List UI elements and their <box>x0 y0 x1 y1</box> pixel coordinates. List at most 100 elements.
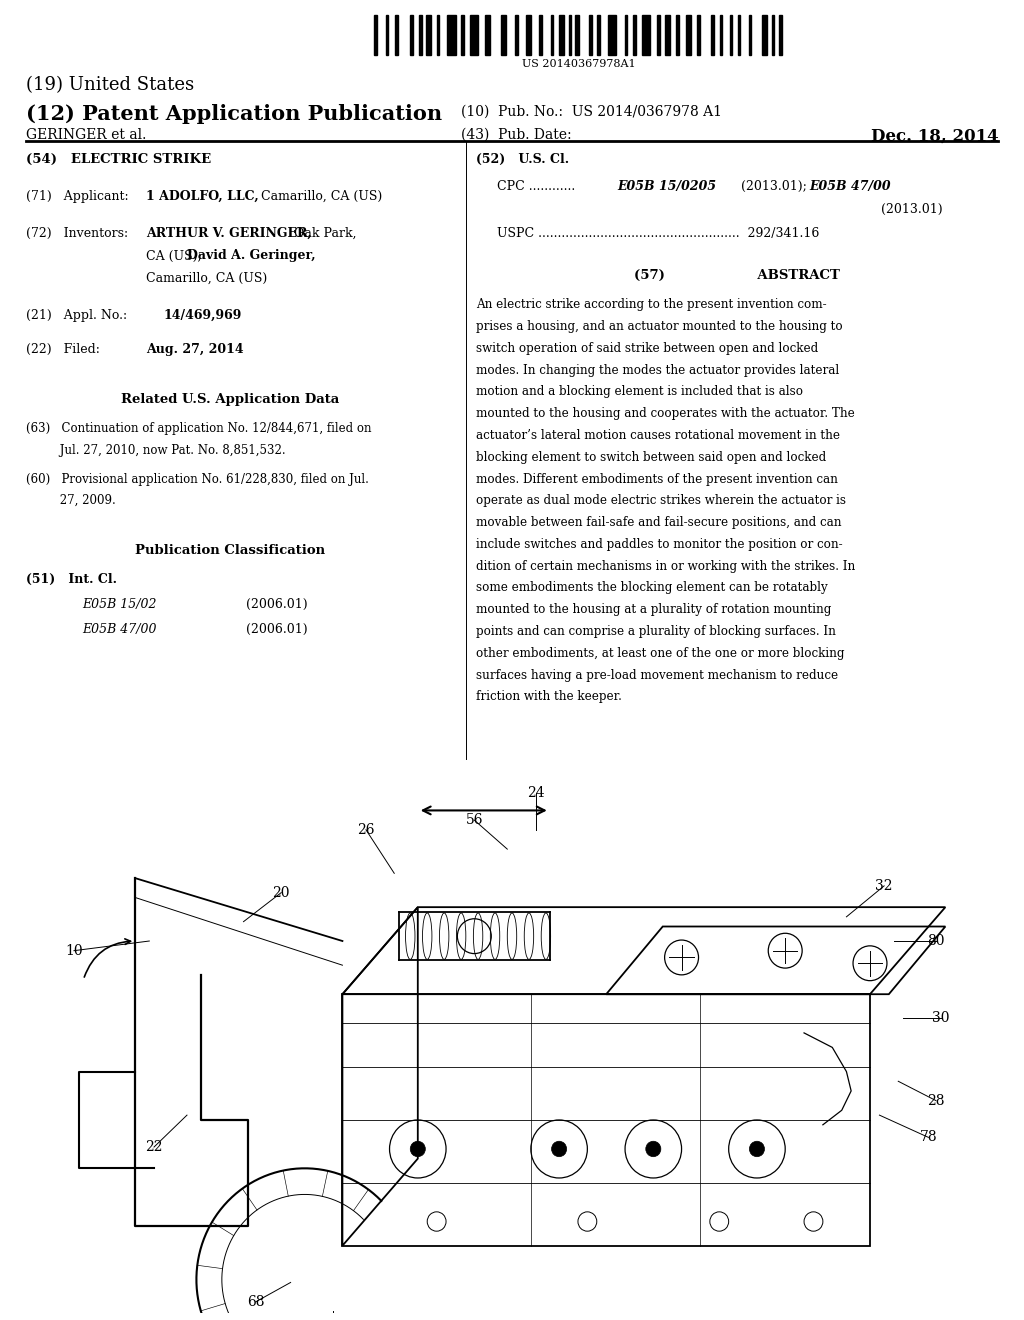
Bar <box>711 15 714 54</box>
Bar <box>625 15 627 54</box>
Text: 28: 28 <box>927 1093 945 1107</box>
Text: operate as dual mode electric strikes wherein the actuator is: operate as dual mode electric strikes wh… <box>476 494 846 507</box>
Text: (72)   Inventors:: (72) Inventors: <box>26 227 136 240</box>
Text: some embodiments the blocking element can be rotatably: some embodiments the blocking element ca… <box>476 581 828 594</box>
Text: 24: 24 <box>526 785 545 800</box>
Text: E05B 15/02: E05B 15/02 <box>82 598 157 611</box>
Bar <box>730 15 732 54</box>
Bar <box>589 15 592 54</box>
Text: (63)   Continuation of application No. 12/844,671, filed on: (63) Continuation of application No. 12/… <box>26 422 371 436</box>
Text: Camarillo, CA (US): Camarillo, CA (US) <box>257 190 382 203</box>
Text: (43)  Pub. Date:: (43) Pub. Date: <box>461 128 571 143</box>
Text: 30: 30 <box>932 1011 949 1026</box>
Text: ARTHUR V. GERINGER,: ARTHUR V. GERINGER, <box>146 227 312 240</box>
Text: 56: 56 <box>466 813 483 828</box>
Text: (54)   ELECTRIC STRIKE: (54) ELECTRIC STRIKE <box>26 153 211 166</box>
Text: 20: 20 <box>272 886 290 900</box>
Text: modes. Different embodiments of the present invention can: modes. Different embodiments of the pres… <box>476 473 838 486</box>
Bar <box>749 15 751 54</box>
Text: (21)   Appl. No.:: (21) Appl. No.: <box>26 309 135 322</box>
Text: David A. Geringer,: David A. Geringer, <box>187 249 316 263</box>
Bar <box>657 15 660 54</box>
Bar <box>515 15 518 54</box>
Text: surfaces having a pre-load movement mechanism to reduce: surfaces having a pre-load movement mech… <box>476 668 839 681</box>
Bar <box>470 15 478 54</box>
Bar <box>539 15 542 54</box>
Bar <box>485 15 490 54</box>
Text: motion and a blocking element is included that is also: motion and a blocking element is include… <box>476 385 803 399</box>
Text: (12) Patent Application Publication: (12) Patent Application Publication <box>26 104 441 124</box>
Bar <box>738 15 740 54</box>
Bar <box>386 15 388 54</box>
Text: (10)  Pub. No.:  US 2014/0367978 A1: (10) Pub. No.: US 2014/0367978 A1 <box>461 104 722 119</box>
Bar <box>447 15 456 54</box>
Text: (2006.01): (2006.01) <box>246 623 307 636</box>
Text: prises a housing, and an actuator mounted to the housing to: prises a housing, and an actuator mounte… <box>476 321 843 333</box>
Bar <box>410 15 413 54</box>
Text: E05B 47/00: E05B 47/00 <box>809 180 891 193</box>
Text: US 20140367978A1: US 20140367978A1 <box>522 58 635 69</box>
Text: 22: 22 <box>145 1140 163 1154</box>
Bar <box>426 15 431 54</box>
Text: Publication Classification: Publication Classification <box>135 544 326 557</box>
Text: 68: 68 <box>247 1295 264 1309</box>
Bar <box>597 15 600 54</box>
Text: (2006.01): (2006.01) <box>246 598 307 611</box>
Text: 14/469,969: 14/469,969 <box>164 309 243 322</box>
Text: (2013.01);: (2013.01); <box>737 180 811 193</box>
Circle shape <box>646 1142 660 1156</box>
Circle shape <box>411 1142 425 1156</box>
Text: CPC ............: CPC ............ <box>497 180 583 193</box>
Text: switch operation of said strike between open and locked: switch operation of said strike between … <box>476 342 818 355</box>
Text: 80: 80 <box>927 935 945 948</box>
Text: actuator’s lateral motion causes rotational movement in the: actuator’s lateral motion causes rotatio… <box>476 429 840 442</box>
Text: CA (US);: CA (US); <box>146 249 206 263</box>
Text: Jul. 27, 2010, now Pat. No. 8,851,532.: Jul. 27, 2010, now Pat. No. 8,851,532. <box>26 444 286 457</box>
Text: USPC ....................................................  292/341.16: USPC ...................................… <box>497 227 819 240</box>
Circle shape <box>552 1142 566 1156</box>
Text: (60)   Provisional application No. 61/228,830, filed on Jul.: (60) Provisional application No. 61/228,… <box>26 473 369 486</box>
Text: Related U.S. Application Data: Related U.S. Application Data <box>121 393 340 407</box>
Bar <box>419 15 422 54</box>
Bar <box>676 15 679 54</box>
Bar <box>501 15 506 54</box>
Text: Dec. 18, 2014: Dec. 18, 2014 <box>870 128 998 145</box>
Bar <box>374 15 377 54</box>
Bar <box>686 15 691 54</box>
Text: (2013.01): (2013.01) <box>881 203 942 216</box>
Text: E05B 47/00: E05B 47/00 <box>82 623 157 636</box>
Text: dition of certain mechanisms in or working with the strikes. In: dition of certain mechanisms in or worki… <box>476 560 855 573</box>
Bar <box>526 15 531 54</box>
Text: mounted to the housing at a plurality of rotation mounting: mounted to the housing at a plurality of… <box>476 603 831 616</box>
Bar <box>575 15 579 54</box>
Text: (71)   Applicant:: (71) Applicant: <box>26 190 136 203</box>
Text: movable between fail-safe and fail-secure positions, and can: movable between fail-safe and fail-secur… <box>476 516 842 529</box>
Bar <box>461 15 464 54</box>
Circle shape <box>750 1142 765 1156</box>
Text: 78: 78 <box>920 1130 937 1144</box>
Text: An electric strike according to the present invention com-: An electric strike according to the pres… <box>476 298 826 312</box>
Text: other embodiments, at least one of the one or more blocking: other embodiments, at least one of the o… <box>476 647 845 660</box>
Bar <box>551 15 553 54</box>
Bar <box>779 15 782 54</box>
Bar <box>762 15 767 54</box>
Text: 27, 2009.: 27, 2009. <box>26 494 116 507</box>
Text: points and can comprise a plurality of blocking surfaces. In: points and can comprise a plurality of b… <box>476 624 836 638</box>
Text: 10: 10 <box>66 944 83 958</box>
Text: Camarillo, CA (US): Camarillo, CA (US) <box>146 272 267 285</box>
Text: (57)                    ABSTRACT: (57) ABSTRACT <box>634 269 841 282</box>
Text: Aug. 27, 2014: Aug. 27, 2014 <box>146 343 244 356</box>
Bar <box>642 15 650 54</box>
Text: (19) United States: (19) United States <box>26 77 194 95</box>
Bar <box>697 15 700 54</box>
Text: blocking element to switch between said open and locked: blocking element to switch between said … <box>476 450 826 463</box>
Text: friction with the keeper.: friction with the keeper. <box>476 690 622 704</box>
Bar <box>665 15 670 54</box>
Text: 26: 26 <box>357 822 375 837</box>
Text: E05B 15/0205: E05B 15/0205 <box>617 180 717 193</box>
Text: modes. In changing the modes the actuator provides lateral: modes. In changing the modes the actuato… <box>476 363 840 376</box>
Text: (52)   U.S. Cl.: (52) U.S. Cl. <box>476 153 569 166</box>
Bar <box>633 15 636 54</box>
Text: include switches and paddles to monitor the position or con-: include switches and paddles to monitor … <box>476 537 843 550</box>
Text: 1 ADOLFO, LLC,: 1 ADOLFO, LLC, <box>146 190 259 203</box>
